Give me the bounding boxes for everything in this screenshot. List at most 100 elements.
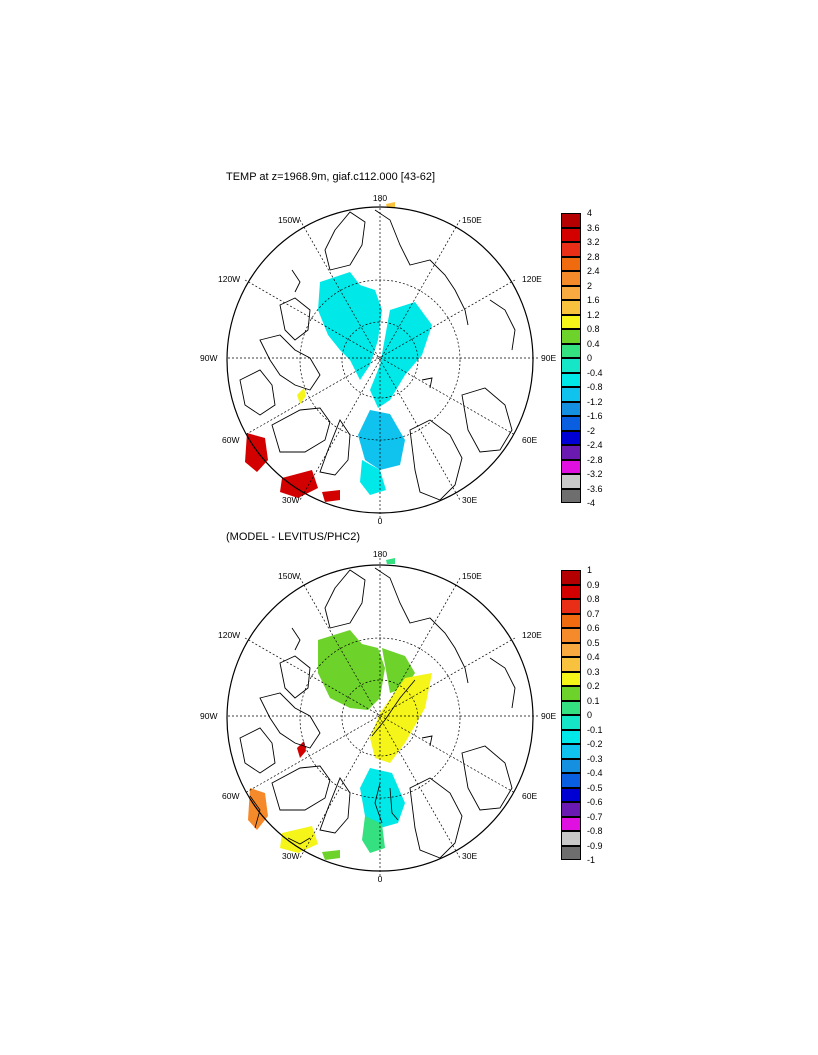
colorbar-tick-label: -2.8: [587, 454, 603, 465]
colorbar-tick-label: -1: [587, 855, 596, 865]
colorbar-tick-label: 1: [587, 565, 593, 575]
colorbar-swatch: [561, 488, 581, 503]
colorbar-swatch: [561, 372, 581, 387]
colorbar-swatch: [561, 802, 581, 817]
field-green-west: [318, 630, 385, 710]
field-orange-top: [386, 202, 395, 208]
lon-label-60e: 60E: [522, 435, 537, 445]
colorbar-tick-label: -3.2: [587, 469, 603, 479]
field-cyan-west: [318, 272, 382, 380]
colorbar-swatch: [561, 358, 581, 373]
colorbar-tick-label: 0.9: [587, 579, 600, 590]
colorbar-tick-label: -0.1: [587, 724, 603, 735]
colorbar-swatch: [561, 831, 581, 846]
field-red-south: [280, 470, 318, 498]
field-green-south: [362, 816, 385, 853]
field-cyan-south: [360, 460, 386, 495]
colorbar-swatch: [561, 570, 581, 585]
colorbar-tick-label: -0.8: [587, 826, 603, 836]
colorbar-tick-label: -0.4: [587, 768, 603, 778]
field-multicolor-south: [280, 826, 318, 853]
colorbar-tick-label: -0.3: [587, 753, 603, 764]
colorbar-tick-label: 0.4: [587, 652, 600, 662]
colorbar-tick-label: 0: [587, 353, 593, 363]
colorbar-tick-label: 3.6: [587, 222, 600, 233]
colorbar-swatch: [561, 227, 581, 242]
graticule: [228, 200, 540, 520]
colorbar-tick-label: -0.9: [587, 840, 603, 851]
colorbar-swatch: [561, 715, 581, 730]
colorbar-swatch: [561, 329, 581, 344]
colorbar-tick-label: -0.2: [587, 739, 603, 749]
colorbar-swatch: [561, 628, 581, 643]
colorbar-tick-label: -1.6: [587, 411, 603, 421]
colorbar-swatch: [561, 445, 581, 460]
field-red-west: [297, 741, 306, 758]
panel-2-title: (MODEL - LEVITUS/PHC2): [226, 531, 361, 543]
lon-label-120w: 120W: [218, 630, 240, 640]
colorbar-swatch: [561, 430, 581, 445]
panel-1-title: TEMP at z=1968.9m, giaf.c112.000 [43-62]: [226, 171, 436, 183]
lon-label-90w: 90W: [200, 711, 217, 721]
colorbar-tick-label: -0.5: [587, 782, 603, 793]
lon-label-150w: 150W: [278, 571, 300, 581]
coastlines: [239, 209, 516, 501]
lon-label-120e: 120E: [522, 630, 542, 640]
colorbar-tick-label: -0.8: [587, 382, 603, 392]
lon-label-150e: 150E: [462, 215, 482, 225]
colorbar-tick-label: 0: [587, 710, 593, 720]
colorbar-tick-label: -2: [587, 425, 596, 436]
lon-label-150e: 150E: [462, 571, 482, 581]
longitude-labels: 180 0 90W 90E 150W 120W 60W 30W 150E 120…: [200, 193, 556, 526]
colorbar-swatch: [561, 213, 581, 228]
colorbar-tick-label: 0.1: [587, 695, 600, 706]
colorbar-tick-label: -0.6: [587, 797, 603, 807]
colorbar-tick-label: -1.2: [587, 396, 603, 407]
colorbar-swatch: [561, 271, 581, 286]
colorbar-swatch: [561, 613, 581, 628]
coastlines: [239, 567, 516, 859]
colorbar-tick-label: -4: [587, 498, 596, 508]
colorbar-swatch: [561, 700, 581, 715]
colorbar-swatch: [561, 285, 581, 300]
colorbar-tick-label: 0.4: [587, 338, 600, 349]
colorbar-swatch: [561, 459, 581, 474]
map-boundary: [226, 206, 534, 514]
colorbar-swatch: [561, 657, 581, 672]
colorbar-tick-label: 2.4: [587, 266, 600, 276]
colorbar-tick-label: 2: [587, 280, 593, 291]
field-yellow-patch: [297, 388, 306, 404]
colorbar-swatch: [561, 343, 581, 358]
colorbar-swatch: [561, 758, 581, 773]
field-yellow-central: [370, 673, 432, 763]
field-blue-strait: [358, 410, 405, 470]
field-green-small: [322, 850, 340, 860]
lon-label-150w: 150W: [278, 215, 300, 225]
panel-1-polar-map: 180 0 90W 90E 150W 120W 60W 30W 150E 120…: [200, 193, 556, 526]
colorbar-tick-label: 3.2: [587, 237, 600, 247]
colorbar-swatch: [561, 729, 581, 744]
field-cyan-east: [370, 302, 432, 408]
colorbar-tick-label: 0.5: [587, 637, 600, 648]
lon-label-30w: 30W: [282, 851, 299, 861]
colorbar-tick-label: -2.4: [587, 440, 603, 450]
field-orange-west: [248, 788, 268, 830]
lon-label-0: 0: [378, 874, 383, 884]
lon-label-60w: 60W: [222, 791, 239, 801]
field-green-top: [386, 558, 395, 564]
lon-label-120w: 120W: [218, 274, 240, 284]
colorbar-swatch: [561, 474, 581, 489]
lon-label-90e: 90E: [541, 711, 556, 721]
lon-label-60e: 60E: [522, 791, 537, 801]
colorbar-tick-label: 1.2: [587, 309, 600, 320]
field-cyan-strait: [360, 768, 405, 828]
colorbar-swatch: [561, 686, 581, 701]
lon-label-90e: 90E: [541, 353, 556, 363]
colorbar-swatch: [561, 300, 581, 315]
graticule: [228, 558, 540, 878]
colorbar-tick-label: 0.8: [587, 594, 600, 604]
longitude-labels: 180 0 90W 90E 150W 120W 60W 30W 150E 120…: [200, 549, 556, 884]
lon-label-60w: 60W: [222, 435, 239, 445]
colorbar-tick-label: 1.6: [587, 295, 600, 305]
lon-label-0: 0: [378, 516, 383, 526]
